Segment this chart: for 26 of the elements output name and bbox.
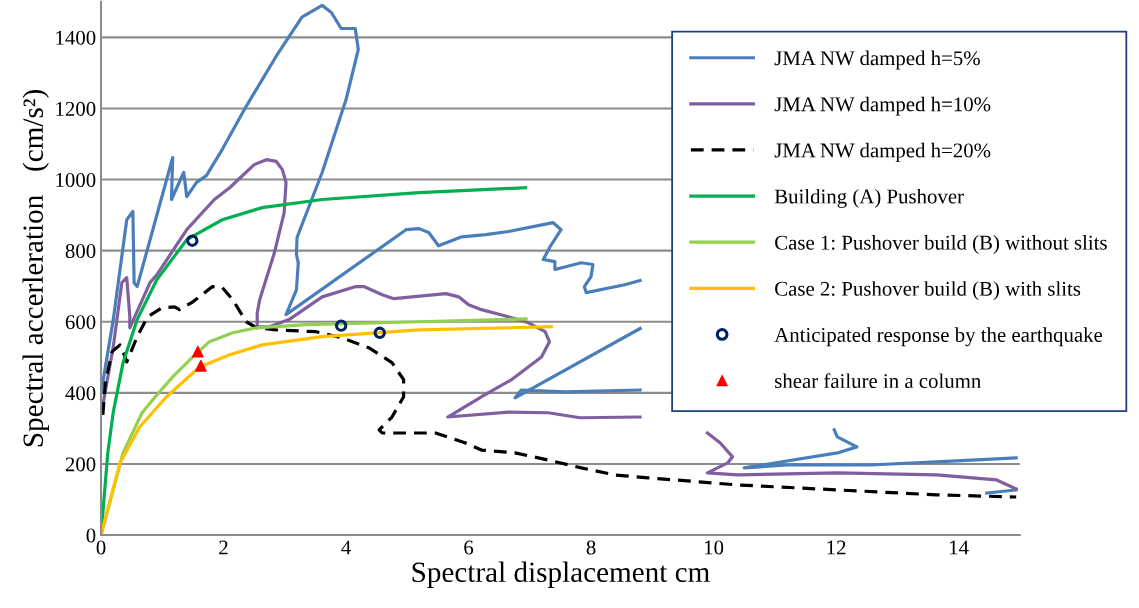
legend-label: Case 2: Pushover build (B) with slits	[775, 281, 1081, 301]
y-tick-label: 400	[65, 386, 96, 401]
y-axis-title: Spectral accerleration (cm/s²)	[22, 90, 49, 447]
x-tick-label: 4	[341, 540, 351, 555]
x-tick-label: 10	[705, 540, 724, 555]
x-tick-label: 12	[827, 540, 846, 555]
x-tick-label: 2	[219, 540, 228, 555]
y-tick-label: 200	[65, 457, 96, 472]
legend-label: Case 1: Pushover build (B) without slits	[775, 235, 1107, 254]
x-tick-label: 6	[464, 540, 474, 555]
legend-label: shear failure in a column	[775, 373, 981, 389]
x-tick-label: 8	[586, 540, 596, 555]
legend-label: JMA NW damped h=5%	[774, 50, 980, 70]
x-tick-label: 0	[96, 540, 106, 555]
y-tick-label: 0	[86, 528, 96, 543]
y-tick-label: 600	[65, 315, 96, 330]
y-tick-label: 800	[65, 244, 96, 259]
y-tick-label: 1000	[56, 172, 96, 187]
x-tick-label: 14	[950, 540, 969, 555]
x-axis-title: Spectral displacement cm	[412, 561, 710, 589]
legend-label: JMA NW damped h=20%	[774, 142, 991, 162]
legend-label: Anticipated response by the earthquake	[774, 327, 1103, 347]
legend-label: JMA NW damped h=10%	[774, 96, 991, 116]
y-tick-label: 1400	[56, 30, 96, 45]
legend-label: Building (A) Pushover	[774, 188, 964, 208]
y-tick-label: 1200	[56, 101, 96, 116]
